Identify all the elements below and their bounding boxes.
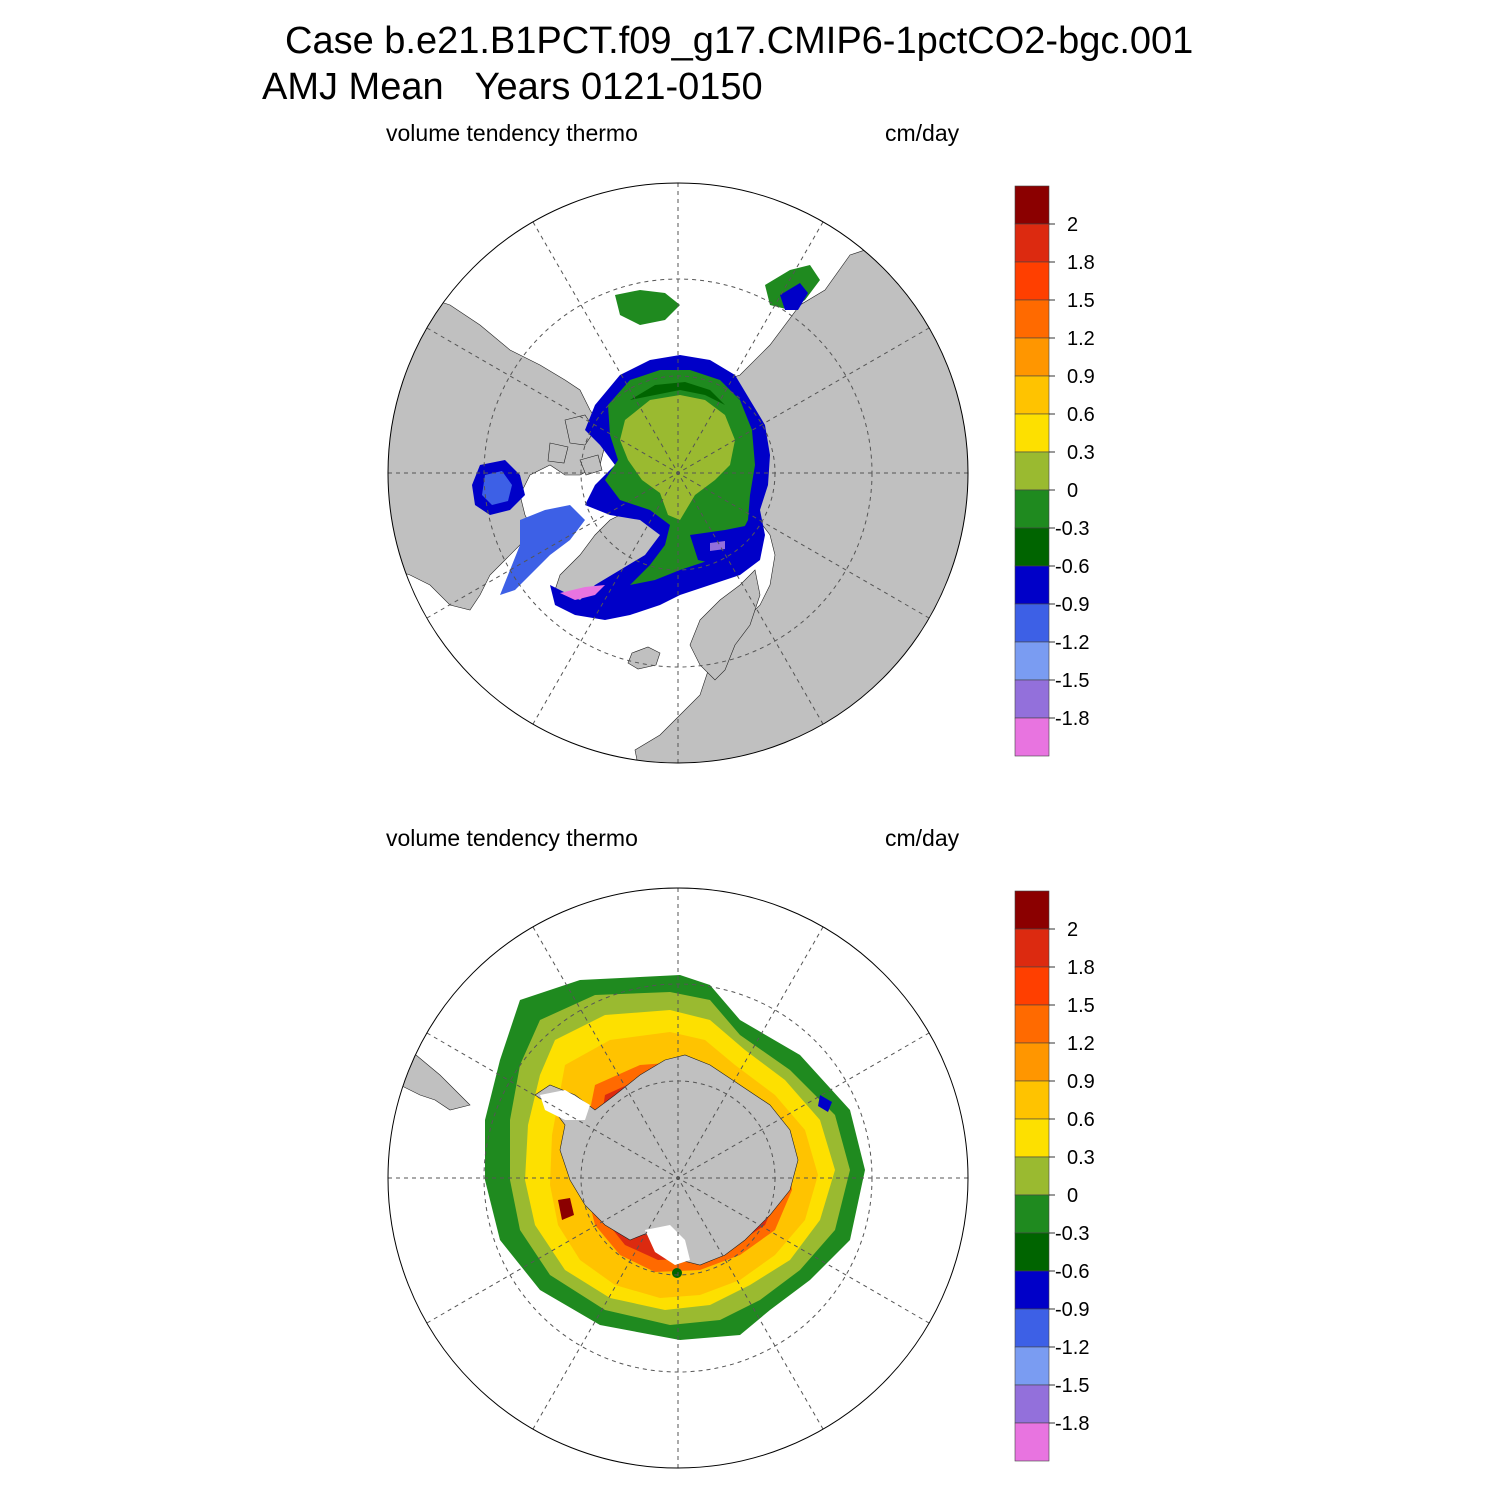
sh-colorbar-labels: 2 1.8 1.5 1.2 0.9 0.6 0.3 0 -0.3 -0.6 -0.9 -1.2 -1.5… (1049, 919, 1095, 1435)
nh-colorbar-label: 0.9 (1067, 366, 1095, 388)
sh-colorbar-label: 0.3 (1067, 1147, 1095, 1169)
nh-colorbar-swatch (1014, 527, 1050, 567)
sh-colorbar-swatch (1014, 1080, 1050, 1120)
nh-colorbar-labels: 2 1.8 1.5 1.2 0.9 0.6 0.3 0 -0.3 -0.6 -0.9 -1.2 -1.5… (1049, 214, 1095, 730)
sh-ross-sea (645, 1225, 690, 1265)
nh-colorbar-swatch (1014, 489, 1050, 529)
sh-colorbar-swatch (1014, 1384, 1050, 1424)
nh-polar-map (387, 182, 969, 764)
sh-graticule (388, 888, 968, 1468)
nh-north-america-land (388, 284, 606, 611)
sh-map-border (387, 887, 969, 1469)
nh-iceland-land (627, 646, 661, 670)
nh-okhotsk-blue (780, 283, 808, 310)
nh-colorbar-swatch (1014, 413, 1050, 453)
nh-labrador-ice (500, 505, 585, 595)
nh-variable-label: volume tendency thermo (386, 120, 638, 146)
nh-colorbar-swatch (1014, 375, 1050, 415)
nh-east-greenland-pink (560, 585, 605, 600)
sh-polar-map (387, 887, 969, 1469)
sh-colorbar-swatch (1014, 1156, 1050, 1196)
sh-colorbar-label: 1.5 (1067, 995, 1095, 1017)
nh-units-label: cm/day (885, 120, 960, 146)
nh-colorbar: 2 1.8 1.5 1.2 0.9 0.6 0.3 0 -0.3 -0.6 -0.9 -1.2 -1.5… (1014, 185, 1095, 757)
nh-colorbar-label: 0 (1067, 480, 1078, 502)
nh-colorbar-label: 2 (1067, 214, 1078, 236)
sh-ice-blue-patch (818, 1095, 832, 1112)
nh-colorbar-swatch (1014, 337, 1050, 377)
sh-colorbar-swatch (1014, 1118, 1050, 1158)
nh-colorbar-swatches (1014, 185, 1050, 757)
nh-map-border (387, 182, 969, 764)
sh-colorbar-swatch (1014, 966, 1050, 1006)
sh-colorbar-label: 0.9 (1067, 1071, 1095, 1093)
nh-colorbar-swatch (1014, 717, 1050, 757)
nh-colorbar-swatch (1014, 261, 1050, 301)
sh-colorbar-swatch (1014, 1346, 1050, 1386)
nh-bering-ice (615, 290, 680, 325)
sh-colorbar-label: 0.6 (1067, 1109, 1095, 1131)
sh-colorbar-swatch (1014, 1194, 1050, 1234)
case-title: Case b.e21.B1PCT.f09_g17.CMIP6-1pctCO2-b… (285, 20, 1194, 62)
sh-colorbar-label: -1.5 (1055, 1375, 1089, 1397)
nh-colorbar-label: -1.5 (1055, 670, 1089, 692)
nh-scandinavia-land (689, 569, 761, 681)
nh-colorbar-label: -0.9 (1055, 594, 1089, 616)
nh-hudson-bay-ice-light (482, 471, 512, 505)
nh-colorbar-swatch (1014, 679, 1050, 719)
sh-colorbar-label: -1.8 (1055, 1413, 1089, 1435)
sh-colorbar-swatch (1014, 1270, 1050, 1310)
sh-colorbar-label: 1.2 (1067, 1033, 1095, 1055)
nh-colorbar-label: 0.3 (1067, 442, 1095, 464)
sh-colorbar-label: 2 (1067, 919, 1078, 941)
nh-colorbar-label: 1.2 (1067, 328, 1095, 350)
sh-colorbar-label: -1.2 (1055, 1337, 1089, 1359)
nh-colorbar-swatch (1014, 185, 1050, 225)
nh-graticule (388, 183, 968, 763)
nh-colorbar-label: 1.5 (1067, 290, 1095, 312)
season-title: AMJ Mean Years 0121-0150 (262, 66, 763, 109)
sh-ice-darkgreen-dot (672, 1268, 682, 1278)
title-spacer (444, 66, 475, 108)
sh-colorbar-swatches (1014, 890, 1050, 1462)
nh-colorbar-label: -0.3 (1055, 518, 1089, 540)
sh-ice-darkred-spot (558, 1198, 574, 1220)
nh-colorbar-label: -1.8 (1055, 708, 1089, 730)
nh-colorbar-label: -0.6 (1055, 556, 1089, 578)
nh-colorbar-swatch (1014, 451, 1050, 491)
years-label: Years 0121-0150 (474, 66, 763, 108)
sh-variable-label: volume tendency thermo (386, 825, 638, 851)
nh-colorbar-label: -1.2 (1055, 632, 1089, 654)
sh-colorbar-label: 0 (1067, 1185, 1078, 1207)
sh-colorbar-swatch (1014, 1232, 1050, 1272)
sh-colorbar-swatch (1014, 1308, 1050, 1348)
nh-colorbar-swatch (1014, 641, 1050, 681)
sh-colorbar-swatch (1014, 1042, 1050, 1082)
nh-greenland-east-ice (550, 585, 640, 620)
sh-colorbar: 2 1.8 1.5 1.2 0.9 0.6 0.3 0 -0.3 -0.6 -0.9 -1.2 -1.5… (1014, 890, 1095, 1462)
sh-units-label: cm/day (885, 825, 960, 851)
sh-colorbar-label: 1.8 (1067, 957, 1095, 979)
sh-colorbar-swatch (1014, 928, 1050, 968)
sh-colorbar-label: -0.3 (1055, 1223, 1089, 1245)
nh-colorbar-label: 1.8 (1067, 252, 1095, 274)
sh-weddell-gap (540, 1090, 590, 1120)
nh-colorbar-swatch (1014, 565, 1050, 605)
nh-colorbar-swatch (1014, 603, 1050, 643)
nh-colorbar-label: 0.6 (1067, 404, 1095, 426)
sh-colorbar-swatch (1014, 1422, 1050, 1462)
season-label: AMJ Mean (262, 66, 444, 108)
nh-colorbar-swatch (1014, 299, 1050, 339)
nh-ice-darkgreen-band (630, 382, 725, 405)
sh-colorbar-label: -0.6 (1055, 1261, 1089, 1283)
sh-colorbar-label: -0.9 (1055, 1299, 1089, 1321)
sh-colorbar-swatch (1014, 890, 1050, 930)
sh-colorbar-swatch (1014, 1004, 1050, 1044)
nh-colorbar-swatch (1014, 223, 1050, 263)
